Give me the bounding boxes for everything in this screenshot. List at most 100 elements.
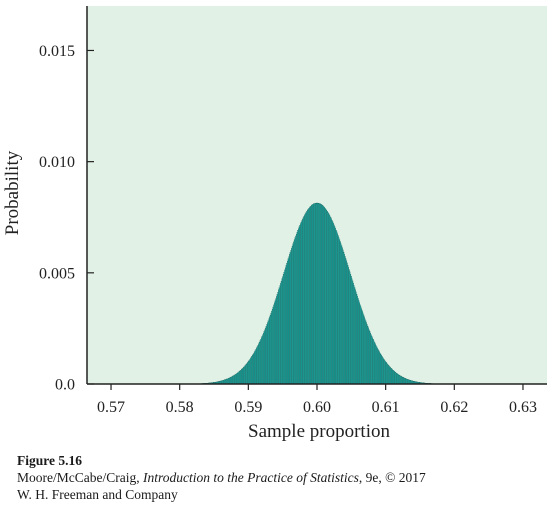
histogram-bar — [353, 285, 355, 385]
histogram-bar — [304, 214, 306, 385]
histogram-bar — [266, 324, 268, 385]
histogram-bar — [385, 362, 387, 385]
histogram-bar — [258, 343, 260, 385]
histogram-bar — [254, 350, 256, 385]
histogram-bar — [263, 332, 264, 385]
histogram-bar — [367, 326, 369, 385]
histogram-bar — [251, 356, 253, 385]
histogram-bar — [323, 206, 325, 385]
histogram-bar — [238, 371, 240, 385]
histogram-bar — [271, 310, 273, 385]
histogram-bar — [278, 287, 280, 385]
histogram-bar — [344, 254, 345, 385]
histogram-bar — [337, 235, 339, 385]
histogram-bar — [228, 377, 230, 385]
y-tick-label: 0.010 — [39, 154, 75, 171]
histogram-bar — [256, 347, 258, 385]
histogram-bar — [280, 280, 282, 385]
histogram-bar — [304, 213, 306, 385]
histogram-bar — [315, 203, 317, 385]
histogram-bar — [254, 351, 255, 385]
histogram-bar — [355, 289, 356, 385]
histogram-bar — [327, 212, 329, 385]
histogram-bar — [363, 316, 365, 385]
caption-edition: , 9e, © 2017 — [358, 470, 426, 485]
histogram-bar — [328, 214, 330, 385]
histogram-bar — [390, 367, 391, 385]
histogram-bar — [297, 230, 299, 385]
histogram-bar — [325, 209, 327, 385]
histogram-bar — [264, 329, 266, 385]
histogram-bar — [372, 339, 374, 385]
y-axis-title: Probability — [2, 150, 23, 235]
histogram-bar — [341, 245, 343, 385]
histogram-bar — [315, 202, 317, 385]
histogram-bar — [314, 203, 316, 385]
histogram-bar — [310, 205, 312, 385]
histogram-bar — [359, 304, 361, 385]
histogram-bar — [284, 267, 286, 385]
histogram-bar — [387, 364, 389, 385]
histogram-bar — [401, 376, 403, 385]
histogram-bar — [380, 354, 382, 385]
histogram-bar — [355, 291, 357, 385]
histogram-bar — [389, 366, 391, 385]
histogram-bar — [351, 278, 353, 385]
histogram-bar — [228, 378, 229, 385]
histogram-bar — [335, 228, 336, 385]
histogram-bar — [240, 369, 242, 385]
histogram-bar — [392, 369, 393, 385]
histogram-bar — [226, 378, 228, 385]
histogram-bar — [277, 292, 279, 385]
histogram-bar — [227, 378, 229, 385]
histogram-bar — [403, 377, 404, 385]
histogram-bar — [346, 260, 347, 385]
histogram-bar — [405, 378, 407, 385]
caption-publisher: W. H. Freeman and Company — [17, 487, 178, 502]
histogram-bar — [313, 203, 315, 385]
histogram-bar — [313, 203, 314, 385]
histogram-bar — [394, 371, 396, 385]
histogram-bar — [350, 276, 352, 385]
histogram-bar — [329, 215, 331, 385]
histogram-bar — [348, 267, 350, 385]
histogram-bar — [289, 254, 290, 385]
histogram-bar — [366, 324, 368, 385]
histogram-bar — [287, 260, 288, 385]
histogram-bar — [230, 376, 232, 385]
histogram-bar — [275, 298, 277, 385]
histogram-bar — [230, 377, 231, 385]
histogram-bar — [276, 294, 278, 385]
histogram-bar — [365, 320, 367, 385]
histogram-bar — [280, 283, 282, 385]
histogram-bar — [381, 355, 382, 385]
histogram-bar — [399, 375, 401, 385]
histogram-bar — [322, 205, 323, 385]
histogram-bar — [273, 304, 275, 385]
histogram-bar — [357, 296, 358, 385]
histogram-bar — [356, 293, 358, 385]
histogram-bar — [371, 336, 373, 385]
histogram-bar — [390, 368, 392, 385]
histogram-bar — [258, 342, 260, 385]
histogram-bar — [376, 346, 378, 385]
histogram-bar — [282, 276, 284, 385]
histogram-bar — [347, 265, 349, 385]
histogram-bar — [298, 228, 299, 385]
histogram-bar — [404, 378, 406, 385]
histogram-bar — [292, 243, 294, 385]
caption-line-1: Moore/McCabe/Craig, Introduction to the … — [17, 469, 547, 486]
x-tick-label: 0.58 — [166, 399, 194, 416]
histogram-bar — [247, 362, 249, 385]
histogram-bar — [271, 308, 273, 385]
histogram-bar — [236, 373, 238, 385]
histogram-bar — [253, 352, 255, 385]
histogram-bar — [307, 209, 309, 385]
histogram-bar — [383, 358, 385, 385]
histogram-bar — [234, 374, 236, 385]
histogram-bar — [298, 226, 300, 385]
histogram-bar — [388, 365, 390, 385]
histogram-bar — [330, 217, 332, 385]
histogram-bar — [290, 250, 292, 385]
